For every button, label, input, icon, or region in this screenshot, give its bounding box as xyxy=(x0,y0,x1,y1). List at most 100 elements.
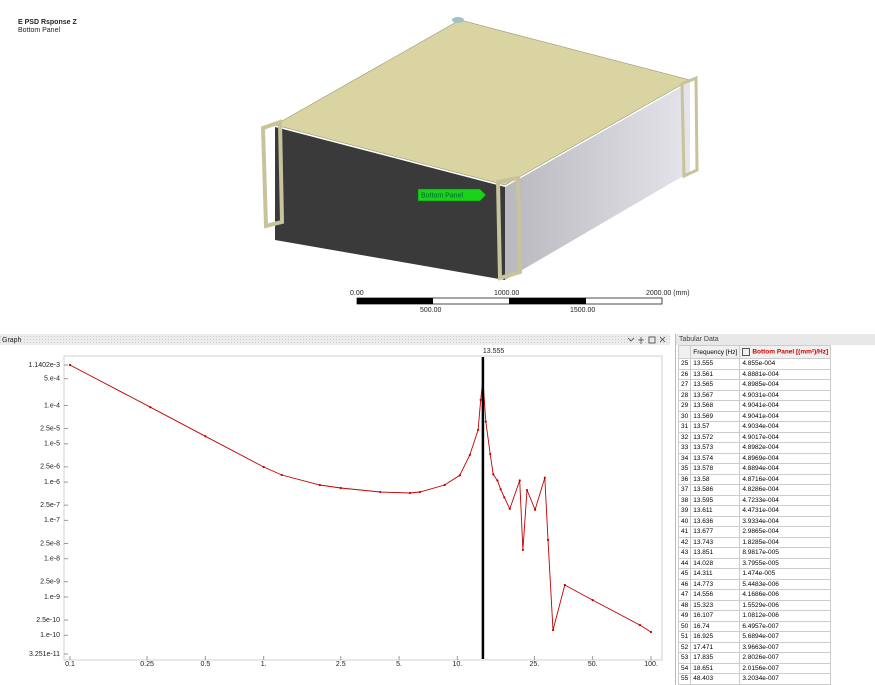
plot-frame xyxy=(64,356,662,660)
page: E PSD Rsponse Z Bottom Panel Bottom Pane… xyxy=(0,0,875,685)
table-cell: 40 xyxy=(679,516,691,527)
table-row: 4916.1071.0812e-006 xyxy=(679,611,831,622)
panel-title: Graph xyxy=(2,337,22,344)
table-cell: 49 xyxy=(679,611,691,622)
table-cell: 34 xyxy=(679,453,691,464)
table-cell: 53 xyxy=(679,653,691,664)
table-cell: 39 xyxy=(679,506,691,517)
data-point xyxy=(419,491,421,493)
table-cell: 1.0812e-006 xyxy=(740,611,831,622)
table-cell: 35 xyxy=(679,464,691,475)
y-tick-label: 2.5e-9 xyxy=(40,579,60,586)
table-cell: 13.578 xyxy=(691,464,740,475)
table-cell: 13.58 xyxy=(691,474,740,485)
table-cell: 26 xyxy=(679,369,691,380)
table-row: 2813.5674.9031e-004 xyxy=(679,390,831,401)
table-cell: 17.471 xyxy=(691,642,740,653)
table-cell: 2.8026e-007 xyxy=(740,653,831,664)
table-cell: 8.9817e-005 xyxy=(740,548,831,559)
x-tick-label: 25. xyxy=(530,661,540,668)
table-row: 4313.8518.9817e-005 xyxy=(679,548,831,559)
table-row: 3613.584.8716e-004 xyxy=(679,474,831,485)
table-cell: 29 xyxy=(679,401,691,412)
table-cell: 13.677 xyxy=(691,527,740,538)
table-cell: 16.74 xyxy=(691,621,740,632)
table-cell: 4.9041e-004 xyxy=(740,401,831,412)
data-point xyxy=(485,420,487,422)
table-row: 3313.5734.8982e-004 xyxy=(679,443,831,454)
data-point xyxy=(547,539,549,541)
table-cell: 47 xyxy=(679,590,691,601)
table-row: 3813.5954.7233e-004 xyxy=(679,495,831,506)
table-row: 5116.9255.6894e-007 xyxy=(679,632,831,643)
y-tick-label: 2.5e-7 xyxy=(40,502,60,509)
table-cell: 1.474e-005 xyxy=(740,569,831,580)
table-cell: 18.651 xyxy=(691,663,740,674)
x-tick-label: 2.5 xyxy=(336,661,346,668)
table-cell: 5.6894e-007 xyxy=(740,632,831,643)
y-tick-label: 2.5e-5 xyxy=(40,425,60,432)
x-tick-label: 50. xyxy=(588,661,598,668)
table-cell: 48 xyxy=(679,600,691,611)
probe-label: Bottom Panel xyxy=(421,192,463,199)
panel-title: Tabular Data xyxy=(676,334,875,345)
table-row: 2713.5654.8985e-004 xyxy=(679,380,831,391)
table-cell: 13.565 xyxy=(691,380,740,391)
data-point xyxy=(500,488,502,490)
y-tick-label: 2.5e-8 xyxy=(40,540,60,547)
data-point xyxy=(469,454,471,456)
scale-label: 1000.00 xyxy=(494,290,519,297)
table-cell: 43 xyxy=(679,548,691,559)
table-cell: 13.586 xyxy=(691,485,740,496)
data-point xyxy=(444,484,446,486)
table-cell: 14.311 xyxy=(691,569,740,580)
table-cell: 51 xyxy=(679,632,691,643)
table-cell: 4.7233e-004 xyxy=(740,495,831,506)
data-point xyxy=(409,492,411,494)
data-point xyxy=(489,453,491,455)
model: Bottom Panel xyxy=(263,17,697,280)
column-title: Frequency [Hz] xyxy=(693,349,737,356)
tabular-panel: Tabular Data Frequency [Hz] Bottom Panel … xyxy=(675,334,875,685)
data-point xyxy=(149,406,151,408)
table-cell: 4.8969e-004 xyxy=(740,453,831,464)
table-cell: 41 xyxy=(679,527,691,538)
data-point xyxy=(496,479,498,481)
data-point xyxy=(522,549,524,551)
data-point xyxy=(639,624,641,626)
table-cell: 13.573 xyxy=(691,443,740,454)
table-cell: 38 xyxy=(679,495,691,506)
table-cell: 4.8286e-004 xyxy=(740,485,831,496)
x-tick-label: 100. xyxy=(644,661,658,668)
data-point xyxy=(534,509,536,511)
checkbox[interactable] xyxy=(742,348,750,356)
table-cell: 2.0156e-007 xyxy=(740,663,831,674)
y-tick-label: 5.e-4 xyxy=(44,376,60,383)
x-tick-label: 0.1 xyxy=(65,661,75,668)
y-tick-label: 1.e-4 xyxy=(44,402,60,409)
table-row: 3113.574.9034e-004 xyxy=(679,422,831,433)
table-cell: 4.9041e-004 xyxy=(740,411,831,422)
data-point xyxy=(379,491,381,493)
data-point xyxy=(503,496,505,498)
table-cell: 13.743 xyxy=(691,537,740,548)
table-cell: 46 xyxy=(679,579,691,590)
table-cell: 3.9663e-007 xyxy=(740,642,831,653)
y-tick-label: 1.e-7 xyxy=(44,517,60,524)
y-tick-label: 1.e-5 xyxy=(44,441,60,448)
result-subtitle: Bottom Panel xyxy=(18,27,60,34)
header-cell xyxy=(679,346,691,359)
table-cell: 30 xyxy=(679,411,691,422)
header-cell: Bottom Panel [(mm²)/Hz] xyxy=(740,346,831,359)
table-row: 4714.5564.1686e-006 xyxy=(679,590,831,601)
table-cell: 17.835 xyxy=(691,653,740,664)
column-title: Bottom Panel [(mm²)/Hz] xyxy=(752,349,828,356)
